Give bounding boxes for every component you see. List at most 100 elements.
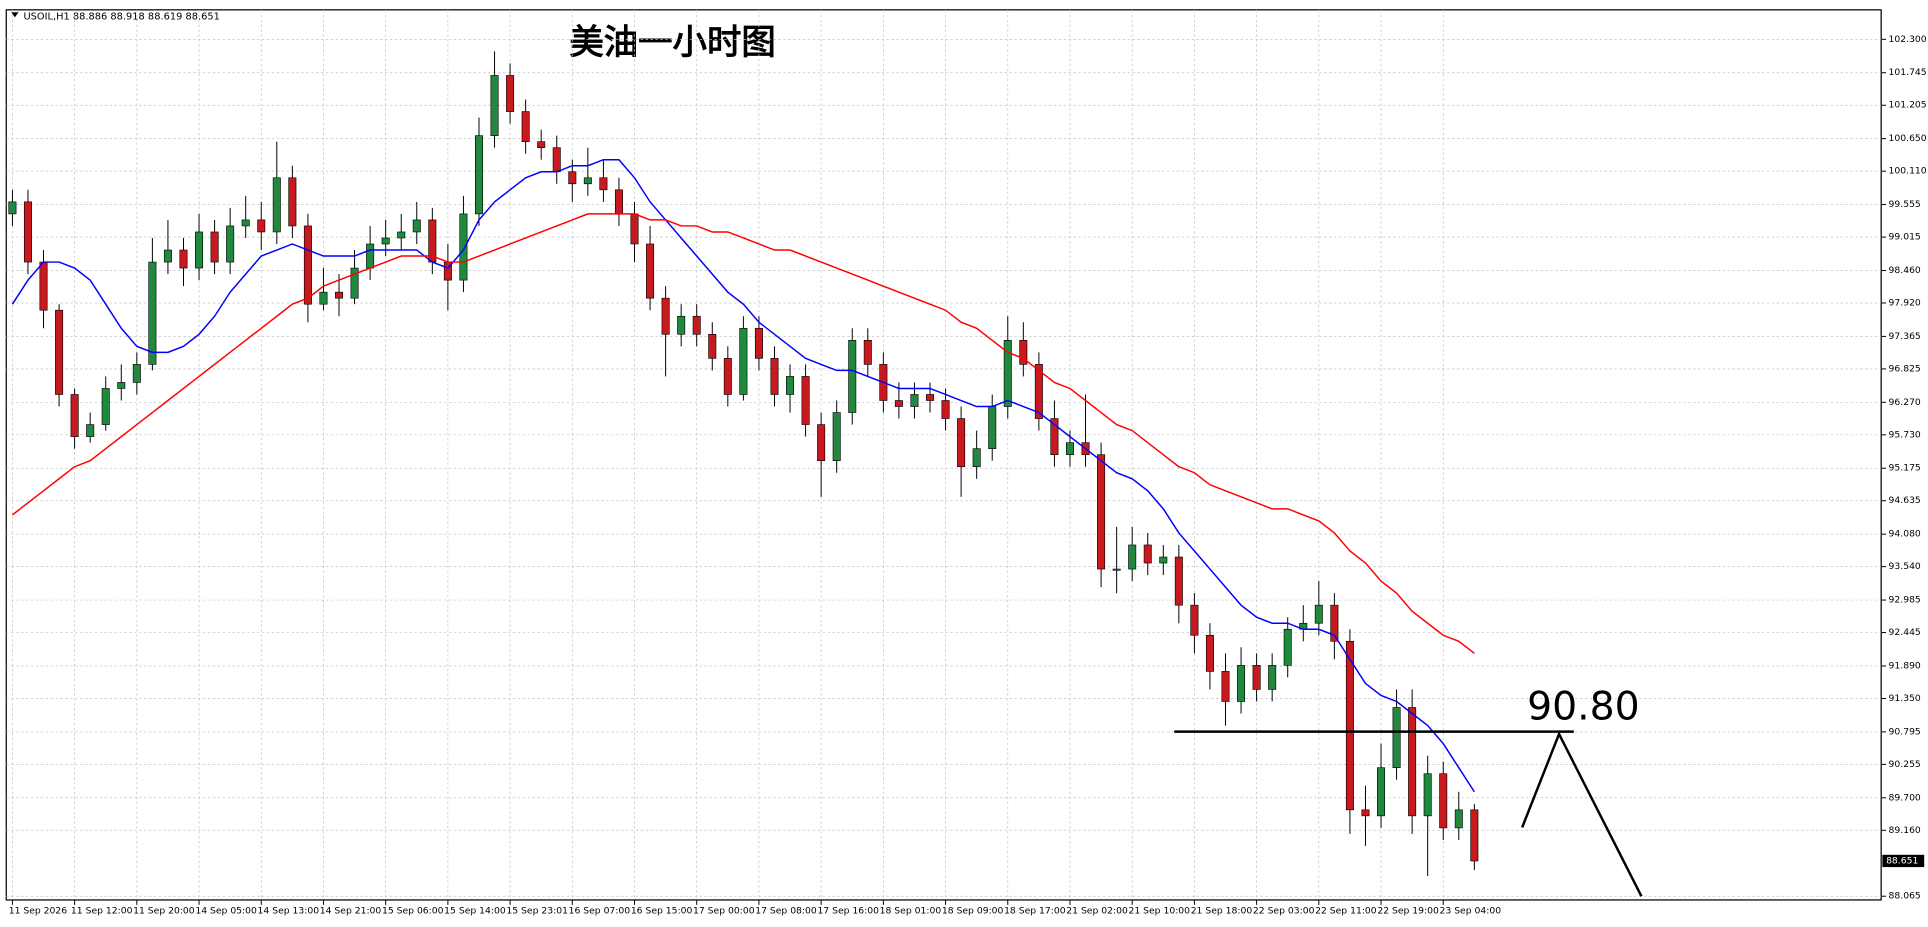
- y-tick-label: 100.650: [1889, 133, 1927, 144]
- candle-body: [770, 358, 779, 395]
- x-tick-label: 15 Sep 23:01: [506, 905, 568, 916]
- candle-body: [70, 394, 79, 437]
- y-tick-label: 88.065: [1889, 891, 1921, 902]
- candle-body: [926, 394, 935, 401]
- candle-body: [661, 297, 670, 335]
- y-tick-label: 91.350: [1889, 693, 1921, 704]
- symbol-info: USOIL,H1 88.886 88.918 88.619 88.651: [23, 12, 219, 23]
- y-tick-label: 98.460: [1889, 265, 1921, 276]
- x-tick-label: 17 Sep 16:00: [817, 905, 879, 916]
- candle-body: [972, 448, 981, 468]
- candle-body: [1314, 604, 1323, 624]
- candle-body: [1408, 707, 1417, 817]
- y-tick-label: 97.920: [1889, 297, 1921, 308]
- y-tick-label: 89.700: [1889, 792, 1921, 803]
- candle-body: [708, 333, 717, 359]
- y-tick-label: 90.255: [1889, 759, 1921, 770]
- x-tick-label: 15 Sep 14:00: [444, 905, 506, 916]
- candle-body: [832, 412, 841, 462]
- candle-body: [1423, 773, 1432, 817]
- candle-body: [1097, 454, 1106, 570]
- x-tick-label: 18 Sep 09:00: [942, 905, 1004, 916]
- candle-body: [801, 376, 810, 425]
- candle-body: [39, 261, 48, 311]
- candle-body: [474, 135, 483, 215]
- candle-body: [941, 400, 950, 419]
- candle-body: [381, 237, 390, 245]
- candle-body: [210, 231, 219, 263]
- x-tick-label: 21 Sep 02:00: [1066, 905, 1128, 916]
- y-tick-label: 97.365: [1889, 331, 1921, 342]
- x-tick-label: 18 Sep 01:00: [880, 905, 942, 916]
- y-tick-label: 90.795: [1889, 726, 1921, 737]
- candle-body: [1439, 773, 1448, 829]
- y-tick-label: 93.540: [1889, 561, 1921, 572]
- candle-body: [490, 75, 499, 136]
- candle-body: [817, 424, 826, 462]
- candle-body: [226, 225, 235, 263]
- projection-arrow: [1521, 731, 1643, 897]
- x-tick-label: 14 Sep 13:00: [258, 905, 320, 916]
- candle-body: [412, 219, 421, 233]
- x-tick-label: 22 Sep 03:00: [1253, 905, 1315, 916]
- candle-body: [319, 291, 328, 305]
- candle-body: [863, 340, 872, 365]
- x-tick-label: 21 Sep 18:00: [1191, 905, 1253, 916]
- x-tick-label: 16 Sep 15:00: [631, 905, 693, 916]
- candle-body: [1190, 604, 1199, 636]
- candle-body: [1003, 340, 1012, 407]
- candle-body: [1252, 665, 1261, 690]
- y-tick-label: 101.205: [1889, 100, 1927, 111]
- candle-body: [1050, 418, 1059, 455]
- candle-body: [599, 177, 608, 191]
- candle-body: [1221, 671, 1230, 702]
- candle-body: [568, 171, 577, 185]
- candle-body: [1330, 604, 1339, 642]
- candle-body: [1159, 556, 1168, 564]
- y-tick-label: 92.985: [1889, 595, 1921, 606]
- candle-body: [848, 340, 857, 413]
- candle-body: [86, 424, 95, 437]
- y-tick-label: 89.160: [1889, 825, 1921, 836]
- candle-body: [506, 75, 515, 112]
- chart-title: 美油一小时图: [569, 23, 775, 63]
- candle-body: [179, 249, 188, 269]
- candle-body: [754, 327, 763, 359]
- y-tick-label: 92.445: [1889, 627, 1921, 638]
- y-tick-label: 91.890: [1889, 660, 1921, 671]
- x-tick-label: 18 Sep 17:00: [1004, 905, 1066, 916]
- candle-body: [552, 147, 561, 173]
- candle-body: [1143, 544, 1152, 564]
- candle-body: [1237, 665, 1246, 702]
- y-tick-label: 96.825: [1889, 363, 1921, 374]
- x-tick-label: 17 Sep 08:00: [755, 905, 817, 916]
- candle-body: [23, 201, 32, 263]
- candle-body: [303, 225, 312, 305]
- y-tick-label: 95.175: [1889, 463, 1921, 474]
- candle-body: [1392, 707, 1401, 769]
- x-tick-label: 22 Sep 19:00: [1377, 905, 1439, 916]
- candle-body: [786, 376, 795, 395]
- x-tick-label: 11 Sep 20:00: [133, 905, 195, 916]
- candle-body: [366, 243, 375, 269]
- y-tick-label: 101.745: [1889, 67, 1927, 78]
- candle-body: [894, 400, 903, 407]
- y-tick-label: 94.635: [1889, 495, 1921, 506]
- last-price-label: 88.651: [1886, 855, 1918, 866]
- candle-body: [646, 243, 655, 299]
- candle-body: [1034, 364, 1043, 419]
- candle-body: [692, 315, 701, 335]
- x-tick-label: 16 Sep 07:00: [569, 905, 631, 916]
- x-tick-label: 23 Sep 04:00: [1440, 905, 1502, 916]
- candle-body: [630, 213, 639, 245]
- candle-body: [1345, 640, 1354, 811]
- x-tick-label: 11 Sep 12:00: [71, 905, 133, 916]
- last-price-box: [1882, 854, 1925, 868]
- candle-body: [241, 219, 250, 227]
- candle-body: [614, 189, 623, 215]
- candle-body: [583, 177, 592, 185]
- candle-body: [1174, 556, 1183, 606]
- candle-body: [1128, 544, 1137, 570]
- candle-body: [739, 327, 748, 395]
- menu-triangle: [11, 12, 19, 18]
